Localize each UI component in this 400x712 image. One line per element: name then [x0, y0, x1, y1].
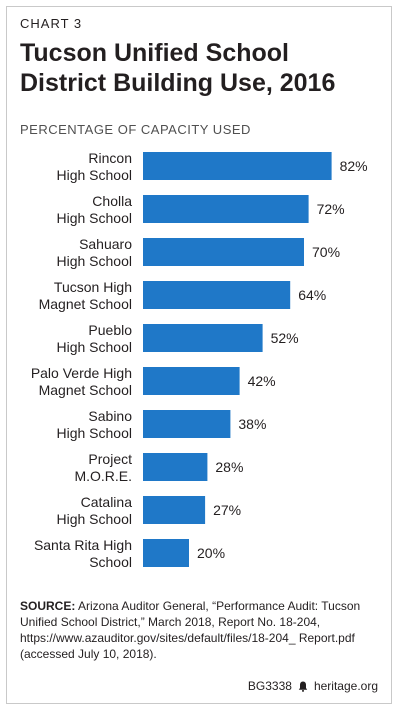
category-label-6-line-2: Magnet School [39, 382, 132, 398]
category-label-10-line-2: School [89, 554, 132, 570]
bar-4 [143, 281, 291, 309]
bar-6 [143, 367, 240, 395]
chart-frame [6, 6, 392, 704]
category-label-6-line-1: Palo Verde High [31, 365, 132, 381]
source-label: SOURCE: [20, 599, 76, 613]
category-label-8-line-1: Project [88, 451, 132, 467]
liberty-bell-icon [298, 681, 308, 692]
category-label-7-line-2: High School [57, 425, 133, 441]
category-label-8-line-2: M.O.R.E. [74, 468, 132, 484]
value-label-9: 27% [213, 502, 241, 518]
category-label-4-line-1: Tucson High [54, 279, 132, 295]
category-label-2-line-2: High School [57, 210, 133, 226]
value-label-8: 28% [215, 459, 243, 475]
category-label-5-line-2: High School [57, 339, 133, 355]
category-label-5-line-1: Pueblo [88, 322, 132, 338]
value-label-10: 20% [197, 545, 225, 561]
source-note: SOURCE: Arizona Auditor General, “Perfor… [20, 598, 376, 662]
value-label-1: 82% [340, 158, 368, 174]
bar-10 [143, 539, 189, 567]
bar-1 [143, 152, 332, 180]
category-label-9-line-1: Catalina [81, 494, 133, 510]
value-label-2: 72% [317, 201, 345, 217]
brand-name: heritage.org [313, 679, 378, 693]
bar-5 [143, 324, 263, 352]
category-label-4-line-2: Magnet School [39, 296, 132, 312]
value-label-6: 42% [248, 373, 276, 389]
bar-2 [143, 195, 309, 223]
chart-subtitle: PERCENTAGE OF CAPACITY USED [20, 122, 251, 137]
category-label-7-line-1: Sabino [88, 408, 132, 424]
bar-8 [143, 453, 208, 481]
category-label-3-line-1: Sahuaro [79, 236, 132, 252]
value-label-4: 64% [298, 287, 326, 303]
chart-number-label: CHART 3 [20, 16, 83, 31]
report-code: BG3338 [247, 679, 292, 693]
source-text: Arizona Auditor General, “Performance Au… [20, 599, 361, 661]
category-label-9-line-2: High School [57, 511, 133, 527]
category-label-1-line-1: Rincon [88, 150, 132, 166]
bar-7 [143, 410, 231, 438]
value-label-5: 52% [271, 330, 299, 346]
chart-title: Tucson Unified School District Building … [20, 39, 336, 97]
value-label-3: 70% [312, 244, 340, 260]
value-label-7: 38% [238, 416, 266, 432]
category-label-1-line-2: High School [57, 167, 133, 183]
bar-9 [143, 496, 206, 524]
category-label-2-line-1: Cholla [92, 193, 132, 209]
category-label-10-line-1: Santa Rita High [34, 537, 132, 553]
footer: BG3338 heritage.org [248, 679, 378, 693]
bar-3 [143, 238, 304, 266]
category-label-3-line-2: High School [57, 253, 133, 269]
